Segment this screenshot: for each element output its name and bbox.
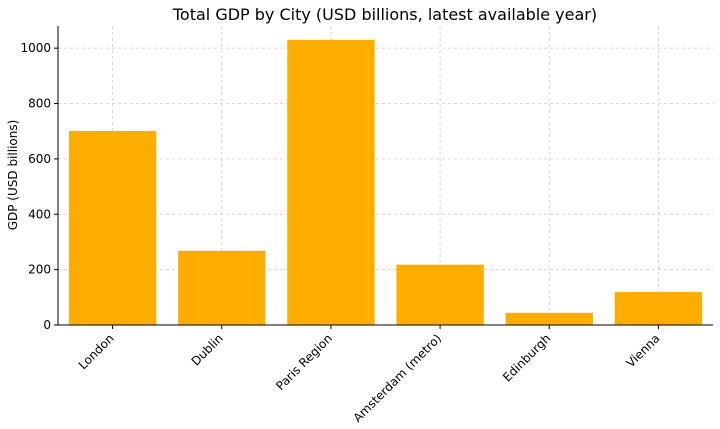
bars bbox=[68, 39, 703, 326]
bar-paris-region bbox=[287, 39, 375, 326]
x-tick-label: Amsterdam (metro) bbox=[350, 331, 444, 425]
y-tick-label: 0 bbox=[43, 318, 51, 332]
chart-title: Total GDP by City (USD billions, latest … bbox=[172, 5, 597, 24]
y-tick-labels: 0 200 400 600 800 1000 bbox=[20, 41, 58, 332]
bar-amsterdam-metro bbox=[396, 264, 484, 325]
y-axis-label: GDP (USD billions) bbox=[6, 120, 20, 231]
x-tick-label: London bbox=[76, 331, 117, 372]
bar-edinburgh bbox=[505, 312, 593, 325]
y-tick-label: 600 bbox=[28, 152, 51, 166]
x-tick-label: Dublin bbox=[189, 331, 226, 368]
x-tick-labels: London Dublin Paris Region Amsterdam (metro… bbox=[76, 325, 663, 425]
y-tick-label: 200 bbox=[28, 263, 51, 277]
bar-dublin bbox=[178, 250, 266, 325]
y-tick-label: 400 bbox=[28, 207, 51, 221]
y-tick-label: 1000 bbox=[20, 41, 51, 55]
y-tick-label: 800 bbox=[28, 97, 51, 111]
x-tick-label: Paris Region bbox=[273, 331, 335, 393]
x-tick-label: Vienna bbox=[623, 331, 662, 370]
axes bbox=[57, 26, 713, 326]
x-tick-label: Edinburgh bbox=[500, 331, 553, 384]
bar-london bbox=[68, 130, 157, 325]
bar-vienna bbox=[614, 292, 703, 325]
